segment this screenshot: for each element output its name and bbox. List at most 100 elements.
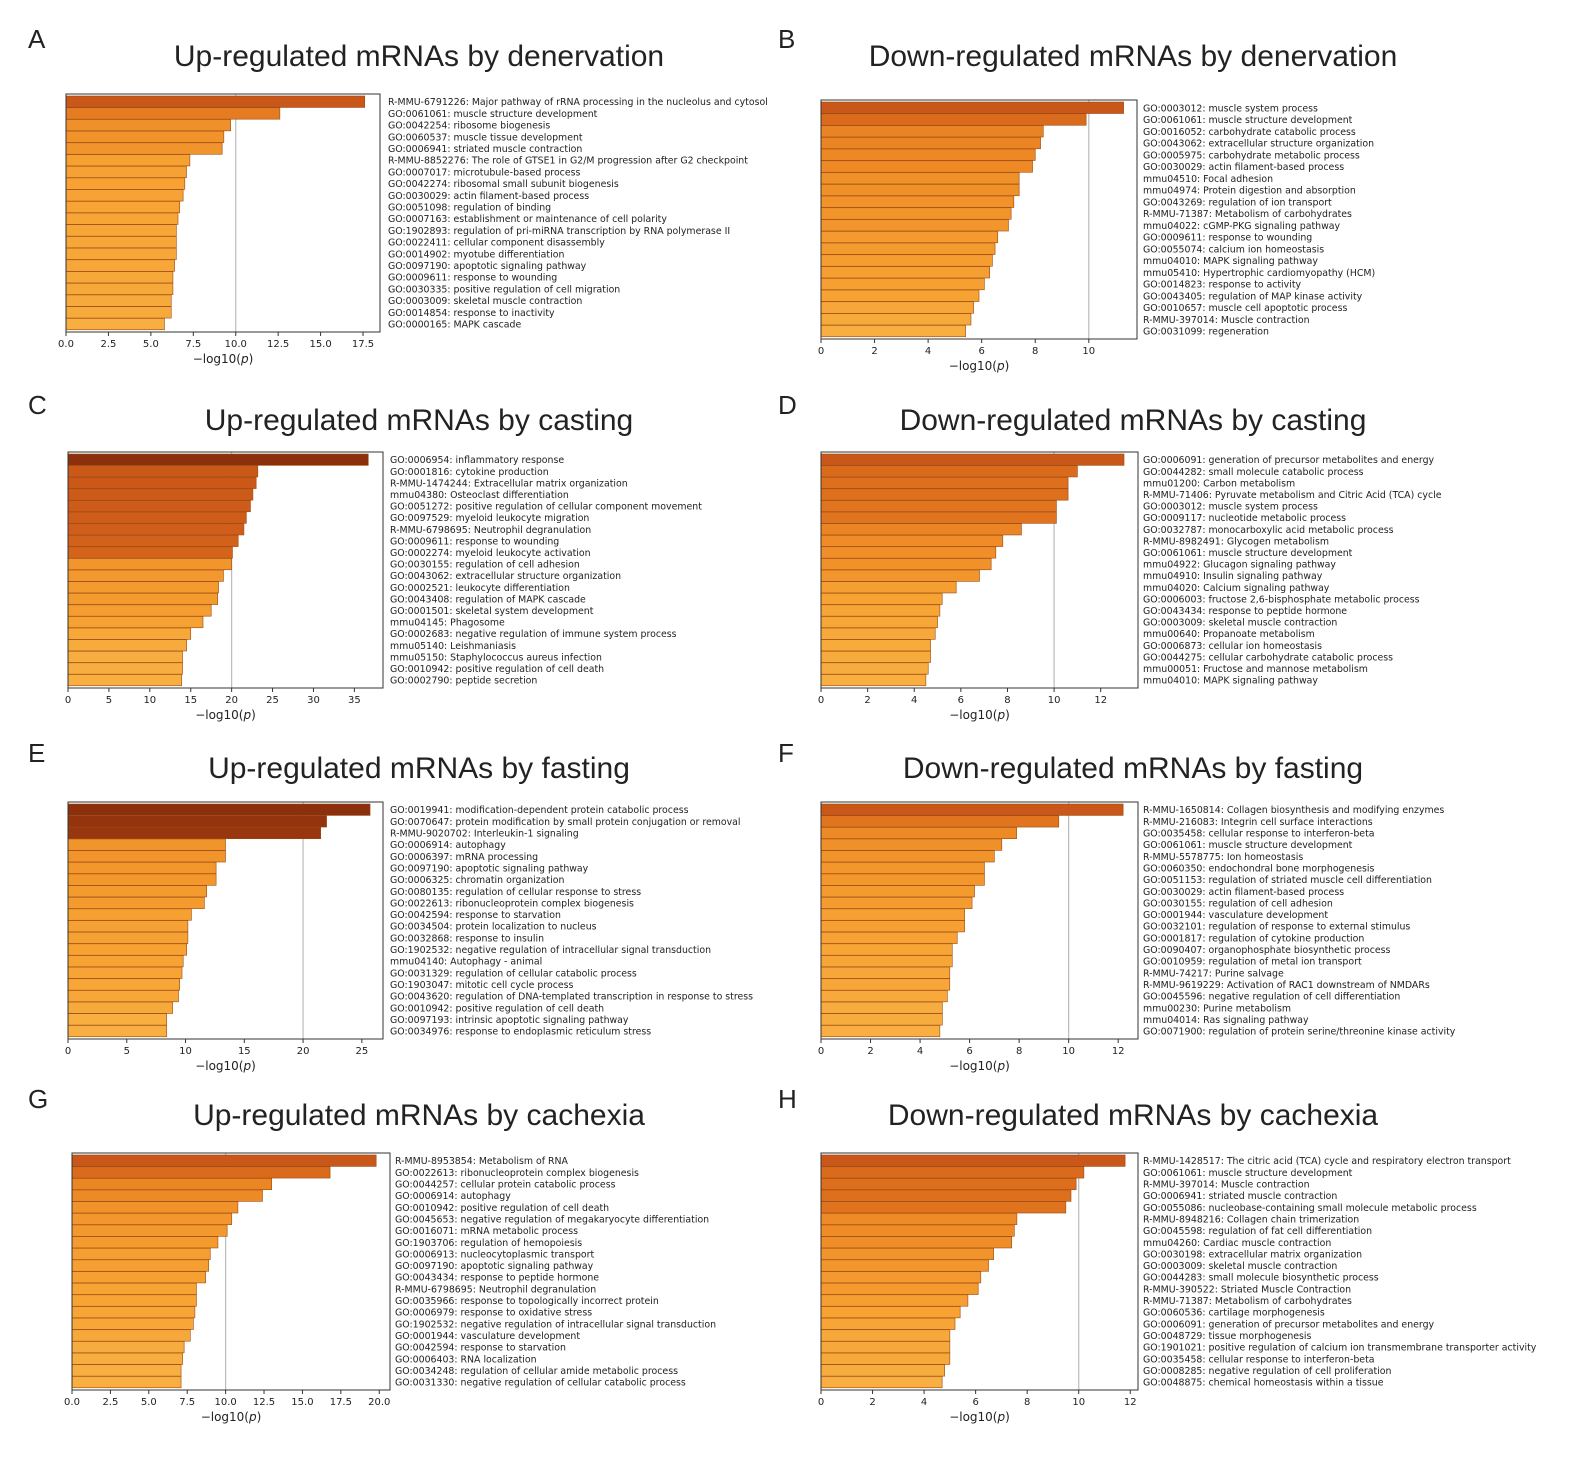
category-label: R-MMU-74217: Purine salvage [1143,968,1284,979]
bar [820,990,948,1003]
x-tick-label: 17.5 [352,339,374,350]
bar [71,1259,210,1272]
x-axis-label-suffix: ) [1005,359,1010,373]
axes-frame [820,451,1139,689]
category-label: GO:0003012: muscle system process [1143,103,1318,114]
bar [71,1154,377,1167]
bar [71,1201,239,1214]
x-axis-label-variable: p [240,352,249,366]
bar [71,1306,196,1319]
category-label: GO:0010959: regulation of metal ion tran… [1143,957,1362,968]
bar [65,259,175,272]
bar [820,219,1009,232]
bar [820,1212,1018,1225]
category-label: R-MMU-1428517: The citric acid (TCA) cyc… [1143,1156,1511,1167]
x-tick-label: 12.5 [267,339,289,350]
x-tick-label: 4 [921,1397,927,1408]
bar [67,1025,168,1038]
x-tick-label: 10 [1072,1397,1085,1408]
panel-letter: E [28,738,45,768]
panel-d: D Down-regulated mRNAs by casting GO:00060… [778,390,1442,722]
category-label: mmu04260: Cardiac muscle contraction [1143,1238,1331,1249]
x-tick-label: 2 [871,346,877,357]
bar [820,627,936,640]
category-label: GO:0014854: response to inactivity [388,308,555,319]
x-tick-label: 2 [867,1046,873,1057]
x-tick-label: 2.5 [100,339,116,350]
panel-letter: C [28,390,47,420]
category-label: GO:0097529: myeloid leukocyte migration [390,513,589,524]
bar [67,920,189,933]
bar [67,931,189,944]
bar [820,1224,1015,1237]
category-label: mmu04145: Phagosome [390,618,505,629]
bar [820,511,1057,524]
category-label: GO:0043434: response to peptide hormone [1143,606,1347,617]
bar [67,990,179,1003]
bar [71,1341,185,1354]
x-axis-label: −log10(p) [201,1410,262,1424]
category-label: GO:0044282: small molecule catabolic pro… [1143,467,1364,478]
x-axis-label-variable: p [248,1410,257,1424]
chart-title: Up-regulated mRNAs by casting [205,404,634,437]
category-label: GO:0010942: positive regulation of cell … [395,1203,609,1214]
bar [820,500,1057,513]
category-label: GO:1902893: regulation of pri-miRNA tran… [388,226,730,237]
bar [820,183,1020,197]
x-axis-label-variable: p [997,1410,1006,1424]
category-label: GO:0045598: regulation of fat cell diffe… [1143,1226,1372,1237]
category-label: GO:0061061: muscle structure development [1143,115,1353,126]
category-label: GO:0030029: actin filament-based process [1143,887,1344,898]
axes-frame [820,99,1138,340]
bar [65,247,177,260]
x-tick-label: 8 [1024,1397,1030,1408]
panel-h: H Down-regulated mRNAs by cachexia R-MMU-1… [778,1084,1537,1424]
bar [67,885,207,898]
x-axis-label-prefix: −log10( [195,1059,243,1073]
category-label: GO:0006091: generation of precursor meta… [1143,1319,1435,1330]
category-label: GO:1902532: negative regulation of intra… [390,945,711,956]
category-label: R-MMU-9619229: Activation of RAC1 downst… [1143,980,1430,991]
category-label: GO:0044275: cellular carbohydrate catabo… [1143,652,1393,663]
category-label: GO:0030155: regulation of cell adhesion [1143,898,1333,909]
category-label: GO:0006941: striated muscle contraction [1143,1191,1337,1202]
category-label: GO:0080135: regulation of cellular respo… [390,887,641,898]
x-tick-label: 0.0 [58,339,74,350]
bar [820,896,973,909]
category-label: R-MMU-71406: Pyruvate metabolism and Cit… [1143,490,1442,501]
bar [67,639,187,652]
bar [820,160,1033,173]
bar [820,1282,979,1295]
category-label: GO:0014902: myotube differentiation [388,249,564,260]
category-label: GO:0019941: modification-dependent prote… [390,805,689,816]
x-tick-label: 6 [958,695,964,706]
category-label: mmu05150: Staphylococcus aureus infectio… [390,652,602,663]
category-label: GO:0006003: fructose 2,6-bisphosphate me… [1143,594,1420,605]
category-label: GO:0002790: peptide secretion [390,676,537,687]
bar [820,266,991,279]
category-label: GO:0006873: cellular ion homeostasis [1143,641,1322,652]
bar [65,212,179,225]
bar [820,1013,943,1026]
x-axis-label-suffix: ) [1005,708,1010,722]
category-label: GO:0003009: skeletal muscle contraction [388,296,582,307]
x-axis-label-prefix: −log10( [949,359,997,373]
bar [820,301,974,314]
panel-f: F Down-regulated mRNAs by fasting R-MMU-16… [778,738,1456,1073]
bar [820,546,997,559]
bar [820,978,951,991]
bar [820,1294,969,1307]
bar [820,861,985,874]
bar [67,943,188,956]
x-tick-label: 10 [179,1046,192,1057]
bar [820,1259,989,1272]
chart-title: Down-regulated mRNAs by denervation [869,40,1398,73]
bar [67,978,180,991]
bar [67,558,232,571]
category-label: GO:0003009: skeletal muscle contraction [1143,1261,1337,1272]
panel-g: G Up-regulated mRNAs by cachexia R-MMU-895… [28,1084,716,1424]
bar [820,650,931,663]
category-label: GO:0000165: MAPK cascade [388,320,521,331]
x-axis-label: −log10(p) [193,352,254,366]
bar [820,254,993,267]
